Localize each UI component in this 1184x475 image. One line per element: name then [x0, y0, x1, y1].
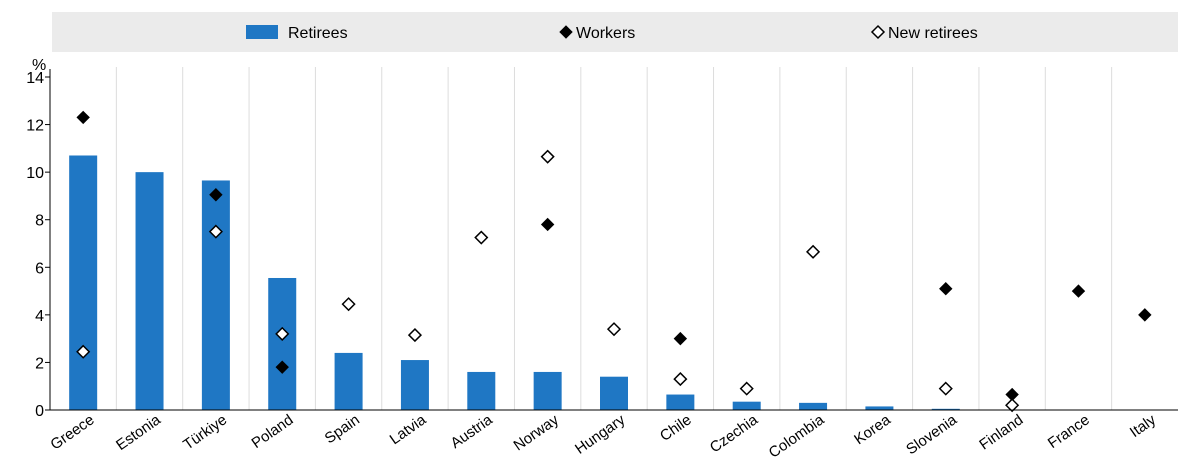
bar-retirees-austria: [467, 371, 496, 410]
legend-marker-new-retirees: [870, 24, 886, 40]
marker-new-retirees-chile: [673, 372, 688, 387]
x-tick-label-korea: Korea: [851, 411, 894, 448]
marker-new-retirees-finland: [1005, 398, 1020, 413]
grid: [115, 67, 1113, 410]
bar-retirees-turkiye: [201, 180, 230, 410]
y-axis: 0 2 4 6 8 10 12 14%: [26, 57, 51, 420]
bar-retirees-korea: [865, 406, 894, 410]
bar-retirees-latvia: [400, 360, 429, 410]
legend-label-retirees: Retirees: [288, 25, 348, 42]
bar-retirees-czechia: [732, 401, 761, 410]
marker-new-retirees-norway: [540, 149, 555, 164]
marker-new-retirees-slovenia: [938, 381, 953, 396]
marker-new-retirees-hungary: [606, 322, 622, 337]
x-tick-label-czechia: Czechia: [707, 411, 762, 456]
x-tick-label-austria: Austria: [448, 411, 497, 452]
marker-new-retirees-greece: [76, 344, 91, 359]
bar-retirees-greece: [69, 155, 98, 410]
bar-retirees-norway: [533, 371, 562, 410]
bar-retirees-spain: [334, 352, 363, 410]
y-tick-label: 12: [26, 118, 44, 135]
marker-workers-italy: [1138, 308, 1152, 322]
marker-workers-slovenia: [939, 281, 953, 296]
marker-new-retirees-austria: [474, 230, 489, 245]
y-axis-unit: %: [32, 57, 46, 74]
y-tick-label: 2: [35, 355, 44, 372]
bar-retirees-slovenia: [931, 408, 960, 410]
marker-new-retirees-latvia: [407, 328, 423, 343]
bar-retirees-estonia: [135, 172, 164, 410]
legend-marker-workers: [559, 25, 573, 39]
markers: [76, 110, 1152, 413]
x-axis: Greece Estonia Türkiye Poland Spain Latvia Aus…: [47, 409, 1178, 462]
marker-workers-greece: [76, 110, 90, 125]
bar-retirees-poland: [268, 277, 297, 410]
bar-retirees-hungary: [600, 376, 628, 410]
x-tick-label-turkiye: Türkiye: [180, 411, 230, 453]
y-tick-label: 0: [35, 403, 44, 420]
legend: Retirees Workers New retirees: [246, 24, 978, 42]
marker-workers-chile: [673, 331, 688, 346]
x-tick-label-finland: Finland: [976, 411, 1026, 453]
bars-retirees: [69, 155, 960, 410]
legend-label-new-retirees: New retirees: [888, 25, 978, 42]
marker-new-retirees-colombia: [805, 244, 821, 259]
legend-swatch-retirees: [246, 25, 278, 39]
x-tick-label-greece: Greece: [47, 411, 97, 453]
x-tick-label-chile: Chile: [657, 411, 695, 445]
bar-retirees-chile: [666, 394, 695, 410]
x-tick-label-slovenia: Slovenia: [903, 411, 960, 458]
x-tick-label-colombia: Colombia: [766, 411, 828, 462]
marker-workers-norway: [540, 217, 555, 232]
y-tick-label: 10: [26, 165, 44, 182]
marker-new-retirees-czechia: [739, 381, 754, 396]
marker-new-retirees-poland: [275, 326, 290, 341]
x-tick-label-estonia: Estonia: [113, 411, 164, 454]
marker-workers-poland: [275, 360, 289, 374]
marker-workers-turkiye: [209, 188, 223, 202]
marker-workers-france: [1071, 284, 1086, 298]
legend-background: [52, 12, 1178, 52]
x-tick-label-italy: Italy: [1127, 411, 1160, 441]
legend-label-workers: Workers: [576, 25, 635, 42]
marker-new-retirees-turkiye: [208, 224, 223, 239]
x-tick-label-latvia: Latvia: [387, 411, 430, 448]
y-tick-label: 14: [26, 70, 44, 87]
y-tick-label: 4: [35, 308, 44, 325]
x-tick-label-norway: Norway: [511, 411, 563, 454]
x-tick-label-france: France: [1045, 411, 1093, 452]
x-tick-label-hungary: Hungary: [572, 411, 629, 458]
bar-retirees-colombia: [799, 402, 828, 410]
x-tick-label-poland: Poland: [249, 411, 297, 452]
marker-new-retirees-spain: [341, 297, 356, 312]
x-tick-label-spain: Spain: [322, 411, 363, 447]
y-tick-label: 6: [35, 260, 44, 277]
y-tick-label: 8: [35, 213, 44, 230]
